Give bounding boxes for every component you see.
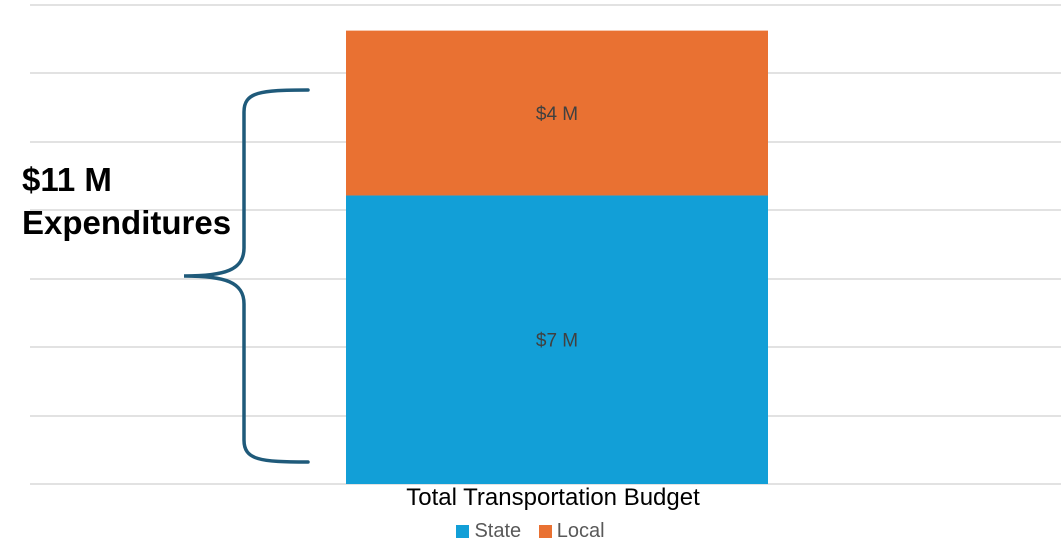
legend-swatch-state [456,525,470,538]
legend-item-local: Local [538,520,605,543]
curly-brace [183,88,310,464]
data-label-local: $4 M [536,104,578,125]
data-label-state: $7 M [536,331,578,352]
x-axis-category-label: Total Transportation Budget [406,484,700,511]
callout-line-2: Expenditures [22,204,232,241]
legend-swatch-local [538,525,552,538]
bar-labels: $7 M $4 M [536,104,578,352]
callout-line-1: $11 M [22,161,112,198]
bars [346,30,768,484]
bar-segment-state [346,195,768,484]
legend-label-local: Local [556,520,605,542]
legend-label-state: State [474,520,522,542]
expenditure-callout: $11 M Expenditures [22,158,231,244]
legend-item-state: State [456,520,521,543]
legend: State Local [0,520,1061,543]
bar-segment-local [346,30,768,196]
